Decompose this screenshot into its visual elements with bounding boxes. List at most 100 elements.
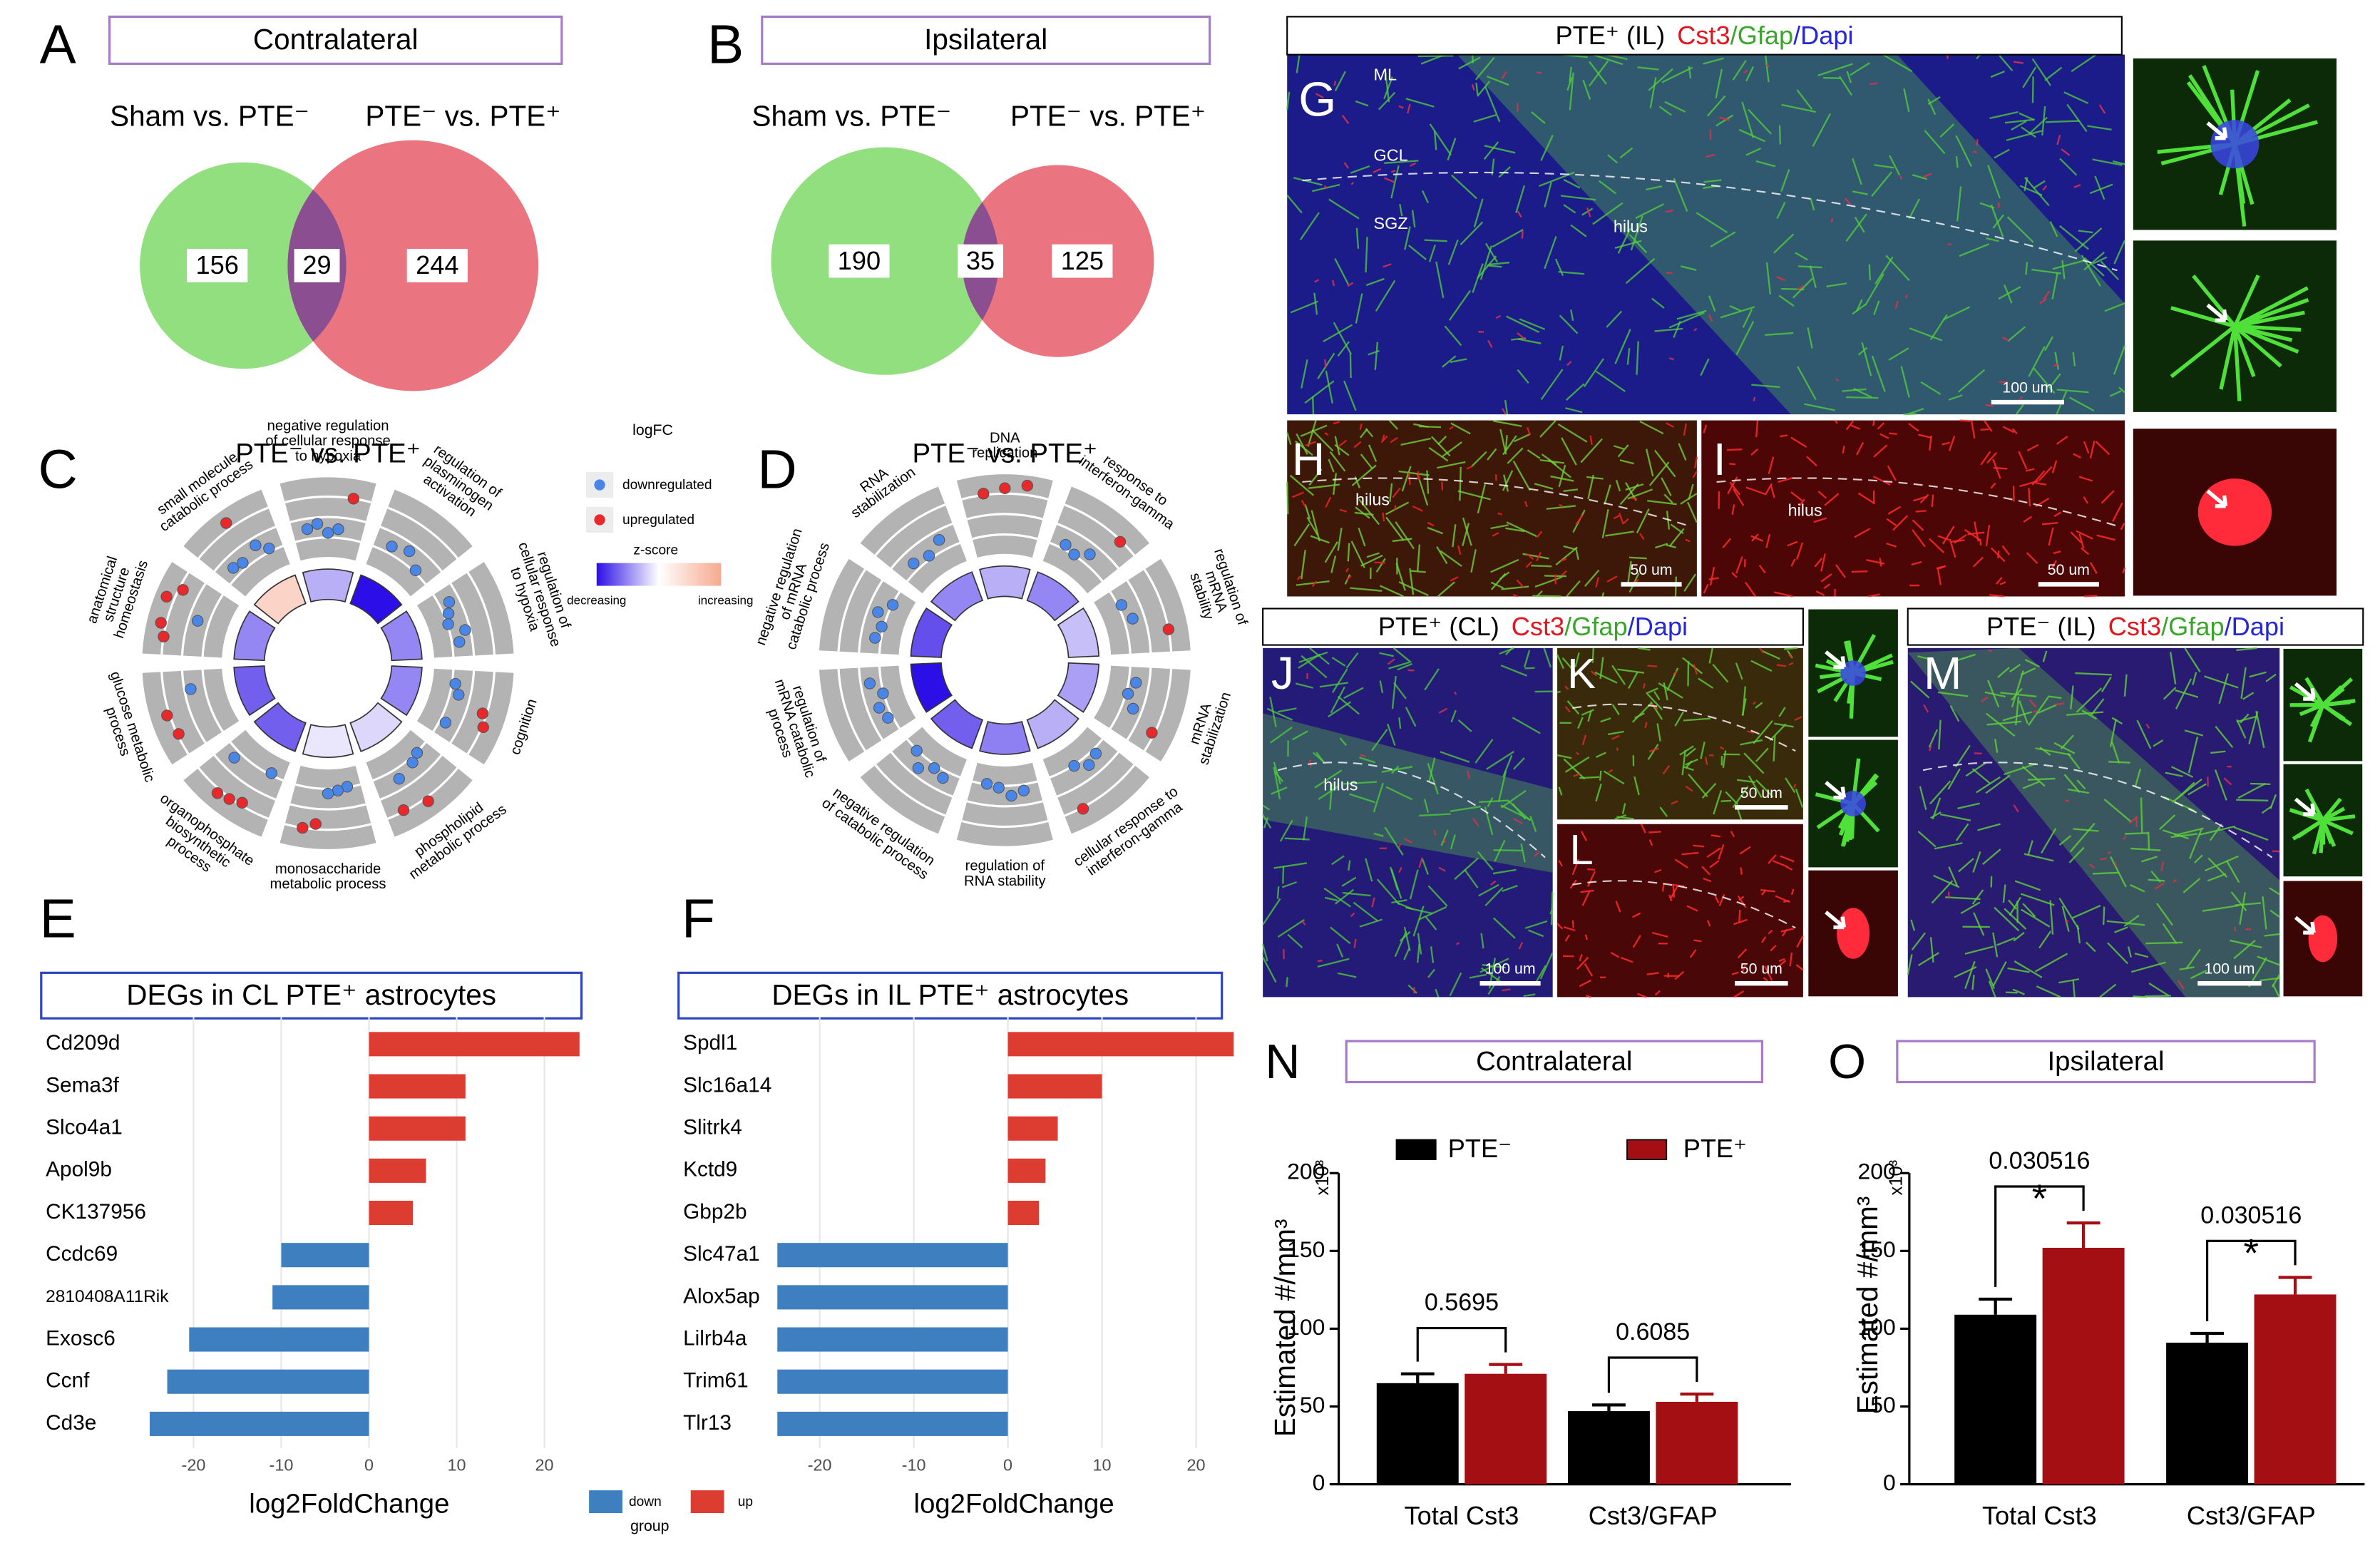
texture bbox=[1877, 422, 1885, 430]
texture bbox=[2120, 523, 2125, 530]
texture bbox=[1359, 757, 1376, 764]
texture bbox=[1437, 461, 1466, 469]
count-label: 29 bbox=[302, 250, 331, 280]
texture bbox=[1471, 451, 1487, 468]
texture bbox=[2047, 695, 2062, 699]
texture bbox=[1919, 493, 1929, 504]
texture bbox=[1582, 80, 1591, 100]
texture bbox=[1872, 476, 1891, 486]
texture bbox=[1873, 444, 1888, 458]
inset-process bbox=[2297, 819, 2324, 839]
texture bbox=[2069, 822, 2096, 853]
texture bbox=[1648, 68, 1673, 91]
texture bbox=[1700, 742, 1706, 759]
texture bbox=[2038, 931, 2052, 949]
texture bbox=[2089, 441, 2096, 458]
texture bbox=[2072, 352, 2076, 367]
texture bbox=[2111, 717, 2123, 725]
texture bbox=[1493, 420, 1522, 427]
legend-point bbox=[594, 514, 605, 526]
count-label: 35 bbox=[966, 246, 995, 275]
texture bbox=[1605, 530, 1634, 537]
track bbox=[881, 665, 916, 728]
inset-process bbox=[2170, 306, 2236, 329]
texture bbox=[1556, 654, 1565, 670]
texture bbox=[1337, 695, 1360, 715]
texture bbox=[1988, 980, 1996, 998]
texture bbox=[1286, 194, 1303, 214]
texture bbox=[1918, 434, 1932, 439]
texture bbox=[1924, 130, 1946, 155]
track bbox=[381, 756, 457, 818]
gene-point bbox=[1130, 677, 1142, 689]
texture bbox=[1854, 216, 1865, 233]
texture bbox=[1577, 717, 1584, 729]
texture bbox=[2133, 995, 2148, 998]
texture bbox=[1599, 657, 1604, 680]
texture bbox=[1311, 429, 1334, 451]
texture bbox=[1661, 66, 1693, 83]
inset bbox=[2282, 879, 2364, 998]
texture bbox=[1912, 529, 1926, 548]
texture bbox=[1571, 920, 1574, 928]
texture bbox=[2130, 883, 2145, 893]
texture bbox=[1835, 564, 1846, 578]
texture bbox=[2066, 711, 2104, 716]
texture bbox=[2236, 799, 2269, 801]
count-label: 244 bbox=[416, 250, 458, 280]
texture bbox=[1584, 963, 1594, 977]
title-part: Cst3 bbox=[1512, 612, 1564, 641]
texture bbox=[2015, 404, 2024, 415]
track bbox=[967, 515, 1042, 538]
texture bbox=[1466, 465, 1473, 470]
texture bbox=[1540, 369, 1564, 400]
gene-point bbox=[449, 677, 461, 690]
track bbox=[1057, 506, 1134, 568]
legend-swatch bbox=[1626, 1139, 1668, 1160]
texture bbox=[1989, 594, 2004, 598]
y-tick-label: Exosc6 bbox=[46, 1326, 116, 1350]
texture bbox=[1736, 807, 1743, 820]
texture bbox=[1407, 984, 1417, 994]
texture bbox=[1599, 770, 1602, 781]
texture bbox=[1985, 712, 2016, 737]
texture bbox=[1374, 342, 1379, 370]
texture bbox=[1475, 83, 1479, 96]
texture bbox=[1970, 421, 1976, 439]
texture bbox=[2064, 920, 2069, 923]
texture bbox=[1954, 744, 1971, 768]
texture bbox=[1323, 324, 1353, 342]
texture bbox=[1286, 481, 1289, 515]
texture bbox=[1524, 501, 1528, 508]
texture bbox=[1718, 844, 1725, 860]
gene-point bbox=[1127, 612, 1139, 625]
texture bbox=[1912, 174, 1927, 180]
title-box bbox=[1896, 1040, 2316, 1084]
texture bbox=[1606, 575, 1618, 583]
texture bbox=[1558, 924, 1564, 930]
texture bbox=[1449, 972, 1462, 996]
texture bbox=[2058, 835, 2072, 846]
y-tick-label: Sema3f bbox=[46, 1073, 119, 1097]
texture bbox=[2028, 488, 2031, 506]
texture bbox=[1872, 420, 1875, 426]
texture bbox=[1647, 744, 1659, 760]
texture bbox=[1579, 979, 1592, 988]
texture bbox=[2199, 825, 2236, 836]
gene-point bbox=[177, 584, 189, 596]
texture bbox=[1564, 706, 1571, 713]
texture bbox=[1563, 758, 1586, 780]
texture bbox=[2083, 496, 2089, 504]
texture bbox=[1886, 518, 1897, 526]
texture bbox=[2061, 906, 2070, 932]
texture bbox=[1334, 436, 1340, 456]
texture bbox=[1683, 766, 1694, 772]
bar bbox=[369, 1032, 580, 1057]
texture bbox=[1293, 177, 1323, 186]
texture bbox=[2173, 878, 2178, 883]
texture bbox=[1331, 668, 1348, 693]
zscore-sector bbox=[930, 699, 984, 749]
texture bbox=[1379, 585, 1405, 598]
texture bbox=[1852, 190, 1868, 195]
scale-bar-label: 100 um bbox=[2002, 379, 2053, 396]
